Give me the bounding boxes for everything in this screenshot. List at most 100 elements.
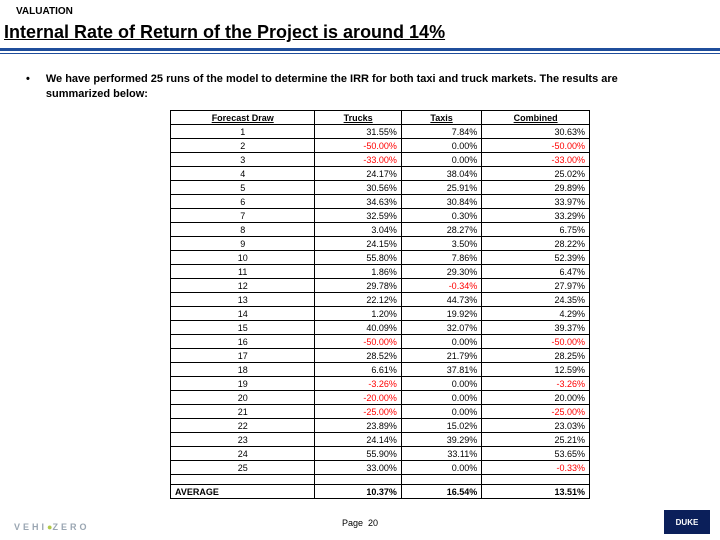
cell-draw: 4 — [171, 167, 315, 181]
cell-taxis: 0.00% — [401, 391, 481, 405]
cell-trucks: 33.00% — [315, 461, 401, 475]
cell-draw: 23 — [171, 433, 315, 447]
cell-trucks: 32.59% — [315, 209, 401, 223]
cell-taxis: 0.30% — [401, 209, 481, 223]
cell-draw: 18 — [171, 363, 315, 377]
cell-trucks: 22.12% — [315, 293, 401, 307]
cell-combined: 30.63% — [482, 125, 590, 139]
table-spacer-row — [171, 475, 590, 485]
table-row: 141.20%19.92%4.29% — [171, 307, 590, 321]
cell-trucks: -25.00% — [315, 405, 401, 419]
page-number: Page 20 — [0, 518, 720, 528]
cell-combined: 20.00% — [482, 391, 590, 405]
cell-trucks: 1.20% — [315, 307, 401, 321]
cell-taxis: 7.86% — [401, 251, 481, 265]
cell-draw: 16 — [171, 335, 315, 349]
cell-draw: 5 — [171, 181, 315, 195]
cell-draw: 21 — [171, 405, 315, 419]
cell-draw: 12 — [171, 279, 315, 293]
cell-trucks: -50.00% — [315, 335, 401, 349]
irr-table: Forecast Draw Trucks Taxis Combined 131.… — [170, 110, 590, 499]
cell-taxis: 39.29% — [401, 433, 481, 447]
cell-taxis: 3.50% — [401, 237, 481, 251]
col-taxis: Taxis — [401, 111, 481, 125]
table-row: 530.56%25.91%29.89% — [171, 181, 590, 195]
table-row: 2455.90%33.11%53.65% — [171, 447, 590, 461]
table-row: 3-33.00%0.00%-33.00% — [171, 153, 590, 167]
table-row: 1229.78%-0.34%27.97% — [171, 279, 590, 293]
cell-taxis: 15.02% — [401, 419, 481, 433]
cell-taxis: 29.30% — [401, 265, 481, 279]
cell-combined: 24.35% — [482, 293, 590, 307]
cell-combined: 25.21% — [482, 433, 590, 447]
table-header-row: Forecast Draw Trucks Taxis Combined — [171, 111, 590, 125]
cell-combined: 52.39% — [482, 251, 590, 265]
cell-combined: 28.25% — [482, 349, 590, 363]
duke-logo: DUKE — [664, 510, 710, 534]
average-label: AVERAGE — [171, 485, 315, 499]
cell-draw: 24 — [171, 447, 315, 461]
section-label: VALUATION — [16, 6, 73, 17]
cell-trucks: 24.15% — [315, 237, 401, 251]
cell-draw: 25 — [171, 461, 315, 475]
cell-taxis: 7.84% — [401, 125, 481, 139]
cell-trucks: -3.26% — [315, 377, 401, 391]
average-taxis: 16.54% — [401, 485, 481, 499]
cell-trucks: 24.14% — [315, 433, 401, 447]
table-row: 634.63%30.84%33.97% — [171, 195, 590, 209]
table-row: 2324.14%39.29%25.21% — [171, 433, 590, 447]
irr-table-container: Forecast Draw Trucks Taxis Combined 131.… — [170, 110, 590, 499]
table-row: 924.15%3.50%28.22% — [171, 237, 590, 251]
divider-thick — [0, 48, 720, 51]
cell-taxis: 37.81% — [401, 363, 481, 377]
cell-taxis: 0.00% — [401, 153, 481, 167]
cell-combined: -3.26% — [482, 377, 590, 391]
cell-taxis: 0.00% — [401, 335, 481, 349]
col-forecast-draw: Forecast Draw — [171, 111, 315, 125]
cell-taxis: 0.00% — [401, 139, 481, 153]
bullet-marker: • — [26, 72, 30, 102]
cell-trucks: 31.55% — [315, 125, 401, 139]
average-combined: 13.51% — [482, 485, 590, 499]
cell-combined: 23.03% — [482, 419, 590, 433]
cell-combined: 4.29% — [482, 307, 590, 321]
cell-draw: 6 — [171, 195, 315, 209]
vehizero-logo: VEHI●ZERO — [14, 522, 89, 532]
cell-combined: 12.59% — [482, 363, 590, 377]
cell-taxis: 28.27% — [401, 223, 481, 237]
table-row: 732.59%0.30%33.29% — [171, 209, 590, 223]
cell-trucks: 23.89% — [315, 419, 401, 433]
bullet-text: We have performed 25 runs of the model t… — [46, 72, 680, 102]
cell-trucks: 29.78% — [315, 279, 401, 293]
cell-taxis: 21.79% — [401, 349, 481, 363]
cell-taxis: 38.04% — [401, 167, 481, 181]
cell-trucks: 55.90% — [315, 447, 401, 461]
cell-combined: -33.00% — [482, 153, 590, 167]
cell-trucks: 3.04% — [315, 223, 401, 237]
cell-draw: 2 — [171, 139, 315, 153]
cell-trucks: 30.56% — [315, 181, 401, 195]
cell-taxis: 25.91% — [401, 181, 481, 195]
cell-taxis: 0.00% — [401, 461, 481, 475]
table-row: 83.04%28.27%6.75% — [171, 223, 590, 237]
cell-combined: 28.22% — [482, 237, 590, 251]
cell-trucks: -33.00% — [315, 153, 401, 167]
cell-taxis: 44.73% — [401, 293, 481, 307]
cell-combined: -50.00% — [482, 139, 590, 153]
table-row: 186.61%37.81%12.59% — [171, 363, 590, 377]
cell-trucks: -50.00% — [315, 139, 401, 153]
cell-draw: 7 — [171, 209, 315, 223]
cell-draw: 8 — [171, 223, 315, 237]
average-trucks: 10.37% — [315, 485, 401, 499]
table-row: 111.86%29.30%6.47% — [171, 265, 590, 279]
cell-draw: 19 — [171, 377, 315, 391]
cell-taxis: 33.11% — [401, 447, 481, 461]
cell-draw: 17 — [171, 349, 315, 363]
cell-taxis: 30.84% — [401, 195, 481, 209]
page-title: Internal Rate of Return of the Project i… — [4, 22, 445, 43]
table-row: 2223.89%15.02%23.03% — [171, 419, 590, 433]
table-row: 424.17%38.04%25.02% — [171, 167, 590, 181]
cell-taxis: -0.34% — [401, 279, 481, 293]
cell-trucks: 55.80% — [315, 251, 401, 265]
cell-draw: 15 — [171, 321, 315, 335]
